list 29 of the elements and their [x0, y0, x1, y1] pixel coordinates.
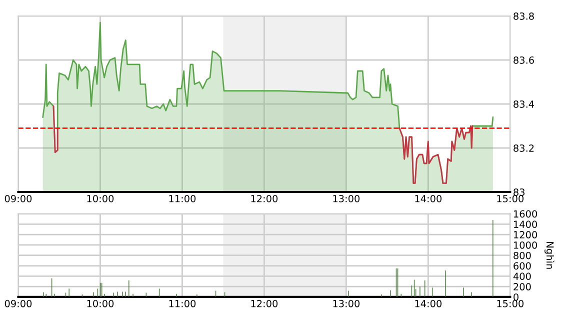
y-tick-label: 83.6 [514, 56, 534, 64]
x-tick-label: 12:00 [251, 300, 278, 308]
y-tick-label: 83.2 [514, 144, 534, 152]
x-tick-label: 13:00 [333, 194, 360, 202]
y-tick-label: 83 [514, 188, 525, 196]
y-tick-label: 83.4 [514, 100, 534, 108]
x-tick-label: 10:00 [87, 194, 114, 202]
x-tick-label: 11:00 [169, 300, 196, 308]
y-tick-label: 83.8 [514, 12, 534, 20]
x-tick-label: 09:00 [4, 300, 32, 308]
x-tick-label: 12:00 [251, 194, 278, 202]
y-tick-label: 200 [514, 283, 531, 290]
y-tick-label: 600 [514, 262, 531, 270]
x-tick-label: 11:00 [169, 194, 196, 202]
y-tick-label: 1400 [514, 220, 538, 228]
y-tick-label: 0 [514, 293, 518, 301]
x-tick-label: 15:00 [497, 194, 524, 202]
y-tick-label: 1600 [514, 210, 538, 218]
x-tick-label: 14:00 [415, 300, 442, 308]
x-tick-label: 09:00 [4, 194, 32, 202]
x-tick-label: 13:00 [333, 300, 360, 308]
y-tick-label: 800 [514, 252, 531, 260]
x-tick-label: 14:00 [415, 194, 442, 202]
y-axis-title: Nghìn [544, 242, 554, 269]
y-tick-label: 400 [513, 272, 531, 280]
y-tick-label: 1200 [514, 231, 538, 238]
y-tick-label: 1000 [514, 241, 538, 249]
x-tick-label: 15:00 [497, 300, 524, 308]
x-tick-label: 10:00 [87, 300, 114, 308]
